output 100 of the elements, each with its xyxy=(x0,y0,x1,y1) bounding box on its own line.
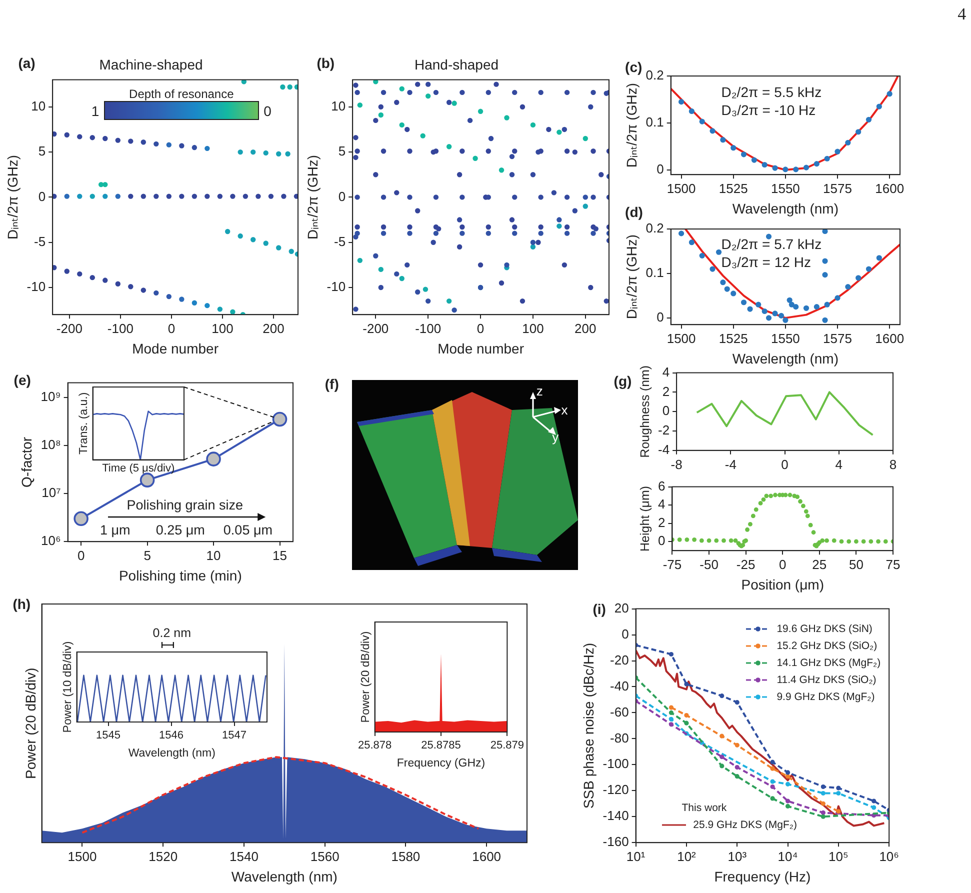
x-tick-label: 25 xyxy=(812,556,827,572)
annotation: 0.25 μm xyxy=(156,522,205,538)
x-tick-label: -4 xyxy=(724,456,736,472)
x-axis-title: Position (μm) xyxy=(741,576,824,592)
annotation: 0 xyxy=(264,102,272,119)
annotation: D₃/2π = 12 Hz xyxy=(721,254,811,270)
text: (c) xyxy=(625,59,642,76)
y-tick-label: -2 xyxy=(658,422,670,438)
text: 0.2 nm xyxy=(152,626,191,640)
legend-label: 11.4 GHz DKS (SiO₂) xyxy=(776,674,876,686)
x-tick-label: -25 xyxy=(736,556,756,572)
y-axis-title: Power (10 dB/div) xyxy=(62,641,74,733)
x-tick-label: 1525 xyxy=(718,330,748,346)
x-tick-label: 100 xyxy=(522,320,544,336)
y-tick-label: -5 xyxy=(34,234,46,249)
x-axis-title: Wavelength (nm) xyxy=(732,200,838,216)
y-axis-title: Power (20 dB/div) xyxy=(22,668,38,779)
x-tick-label: -100 xyxy=(107,320,134,336)
y-tick-label: -60 xyxy=(610,704,629,720)
x-tick-label: 1545 xyxy=(96,730,121,742)
annotation: D₂/2π = 5.7 kHz xyxy=(721,236,822,252)
x-tick-label: 0 xyxy=(77,548,85,563)
x-tick-label: 1550 xyxy=(770,330,800,346)
x-tick-label: -50 xyxy=(700,556,718,572)
y-tick-label: -160 xyxy=(602,834,629,850)
x-axis-title: Mode number xyxy=(132,340,219,356)
y-axis-title: Roughness (nm) xyxy=(638,365,652,458)
x-tick-label: 50 xyxy=(848,556,864,572)
x-axis-title: Wavelength (nm) xyxy=(128,747,216,760)
x-tick-label: 1600 xyxy=(875,180,904,196)
y-tick-label: -120 xyxy=(602,782,629,798)
text: (a) xyxy=(18,55,36,72)
x-tick-label: 0 xyxy=(779,556,786,572)
x-tick-label: 1500 xyxy=(666,330,696,346)
y-axis-title: Dᵢₙₜ/2π (GHz) xyxy=(304,154,320,240)
y-tick-label: 0 xyxy=(658,533,666,548)
x-tick-label: 1547 xyxy=(222,730,246,742)
x-tick-label: 1550 xyxy=(770,180,800,196)
x-tick-label: 1575 xyxy=(823,180,852,196)
x-axis-title: Time (5 μs/div) xyxy=(102,462,175,474)
chart-title: Hand-shaped xyxy=(414,56,499,72)
annotation: Polishing grain size xyxy=(126,497,244,512)
x-tick-label: 10 xyxy=(206,548,221,563)
x-tick-label: 5 xyxy=(144,548,151,563)
x-tick-label: 10⁶ xyxy=(879,848,899,864)
x-tick-label: 25.8785 xyxy=(421,740,461,752)
y-tick-label: 20 xyxy=(614,600,629,616)
x-axis-title: Mode number xyxy=(438,340,524,356)
y-tick-label: -10 xyxy=(326,279,346,294)
text: x xyxy=(561,402,568,418)
y-axis-title: Height (μm) xyxy=(638,486,652,552)
y-tick-label: -140 xyxy=(602,808,629,824)
y-tick-label: -4 xyxy=(658,442,670,457)
x-tick-label: -200 xyxy=(362,320,389,336)
annotation: 0.05 μm xyxy=(223,522,272,538)
x-tick-label: 0 xyxy=(781,456,788,472)
y-tick-label: 10 xyxy=(31,98,46,114)
x-axis-title: Frequency (Hz) xyxy=(714,868,811,884)
x-tick-label: -200 xyxy=(56,320,82,336)
text: z xyxy=(536,384,543,399)
legend-label: 14.1 GHz DKS (MgF₂) xyxy=(776,656,881,669)
x-tick-label: 1560 xyxy=(310,848,340,864)
x-tick-label: 100 xyxy=(212,320,234,336)
x-tick-label: 1600 xyxy=(875,330,904,346)
y-axis-title: SSB phase noise (dBc/Hz) xyxy=(580,642,596,809)
legend-label: 9.9 GHz DKS (MgF₂) xyxy=(776,690,875,703)
x-tick-label: 1500 xyxy=(666,180,696,196)
y-axis-title: Dᵢₙₜ/2π (GHz) xyxy=(623,83,640,168)
text: 4 xyxy=(958,4,966,24)
y-tick-label: -100 xyxy=(602,756,629,772)
annotation: 1 xyxy=(91,102,100,119)
y-tick-label: 10⁶ xyxy=(41,533,61,548)
text: (f) xyxy=(324,376,339,392)
y-tick-label: -5 xyxy=(334,234,346,249)
x-axis-title: Polishing time (min) xyxy=(118,567,242,584)
legend-label: 15.2 GHz DKS (SiO₂) xyxy=(776,640,878,652)
x-tick-label: 8 xyxy=(889,456,897,472)
x-tick-label: 10⁵ xyxy=(828,848,848,864)
x-tick-label: 200 xyxy=(262,320,284,336)
x-tick-label: 1575 xyxy=(823,330,852,346)
y-tick-label: 6 xyxy=(658,478,666,494)
y-tick-label: -40 xyxy=(610,678,629,694)
x-tick-label: 1540 xyxy=(230,848,258,864)
x-tick-label: 10⁴ xyxy=(778,848,798,864)
y-tick-label: 0 xyxy=(656,310,664,325)
x-tick-label: 10³ xyxy=(728,848,748,864)
y-tick-label: 4 xyxy=(658,496,666,512)
y-tick-label: 5 xyxy=(38,144,46,159)
x-tick-label: 0 xyxy=(168,320,176,336)
annotation: D₃/2π = -10 Hz xyxy=(721,102,816,118)
y-tick-label: 5 xyxy=(338,144,346,159)
x-tick-label: 1546 xyxy=(159,730,184,742)
y-tick-label: 0.2 xyxy=(646,220,664,236)
annotation: 1 μm xyxy=(100,522,130,538)
y-tick-label: -20 xyxy=(610,652,629,668)
y-axis-title: Dᵢₙₜ/2π (GHz) xyxy=(4,154,20,240)
y-tick-label: 0 xyxy=(622,626,629,642)
legend-label: 25.9 GHz DKS (MgF₂) xyxy=(693,819,797,832)
annotation: This work xyxy=(682,801,727,814)
x-axis-title: Wavelength (nm) xyxy=(231,868,338,884)
